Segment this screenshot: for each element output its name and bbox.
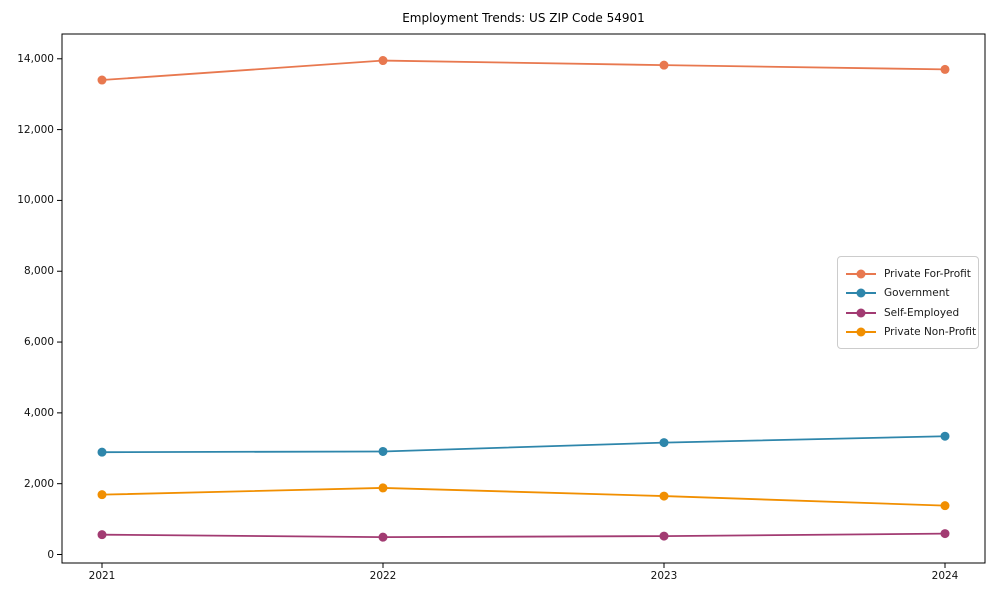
y-tick-label: 8,000	[23, 265, 54, 278]
data-point	[97, 447, 107, 457]
data-point	[940, 529, 950, 539]
legend-label: Private Non-Profit	[884, 326, 977, 339]
x-tick-label: 2022	[369, 570, 397, 582]
y-tick-label: 2,000	[23, 477, 54, 490]
y-tick-label: 14,000	[17, 52, 54, 65]
data-point	[378, 446, 388, 456]
y-tick-label: 6,000	[23, 336, 54, 349]
data-point	[940, 64, 950, 74]
data-point	[940, 431, 950, 441]
data-point	[659, 491, 669, 501]
legend-label: Government	[884, 287, 950, 300]
series-line-self-employed	[101, 532, 946, 539]
legend-item: Government	[846, 284, 970, 304]
x-tick-label: 2021	[88, 570, 116, 582]
legend-line-marker-icon	[846, 311, 876, 314]
x-tick-label: 2024	[931, 570, 959, 582]
data-point	[659, 531, 669, 541]
data-point	[659, 60, 669, 70]
data-point	[940, 501, 950, 511]
legend-label: Self-Employed	[884, 306, 960, 319]
series-line-private-non-profit	[101, 487, 946, 507]
legend-line-marker-icon	[846, 272, 876, 275]
chart-title: Employment Trends: US ZIP Code 54901	[402, 11, 645, 25]
data-point	[97, 75, 107, 85]
data-point	[97, 490, 107, 500]
y-tick-label: 0	[47, 548, 54, 561]
y-tick-label: 4,000	[23, 406, 54, 419]
data-point	[378, 532, 388, 542]
legend-item: Self-Employed	[846, 303, 970, 323]
series-line-private-for-profit	[101, 59, 946, 81]
data-point	[378, 56, 388, 66]
x-tick-label: 2023	[650, 570, 678, 582]
legend-item: Private For-Profit	[846, 264, 971, 284]
legend-label: Private For-Profit	[884, 267, 971, 280]
y-tick-label: 10,000	[17, 194, 54, 207]
data-point	[659, 438, 669, 448]
legend-line-marker-icon	[846, 292, 876, 295]
data-point	[378, 483, 388, 493]
series-line-government	[101, 435, 946, 454]
legend-item: Private Non-Profit	[846, 323, 976, 343]
data-point	[97, 530, 107, 540]
legend-line-marker-icon	[846, 331, 876, 334]
y-tick-label: 12,000	[17, 123, 54, 136]
plot-border	[61, 33, 986, 564]
chart-legend: Private For-Profit Government Self-Employe…	[837, 256, 979, 349]
